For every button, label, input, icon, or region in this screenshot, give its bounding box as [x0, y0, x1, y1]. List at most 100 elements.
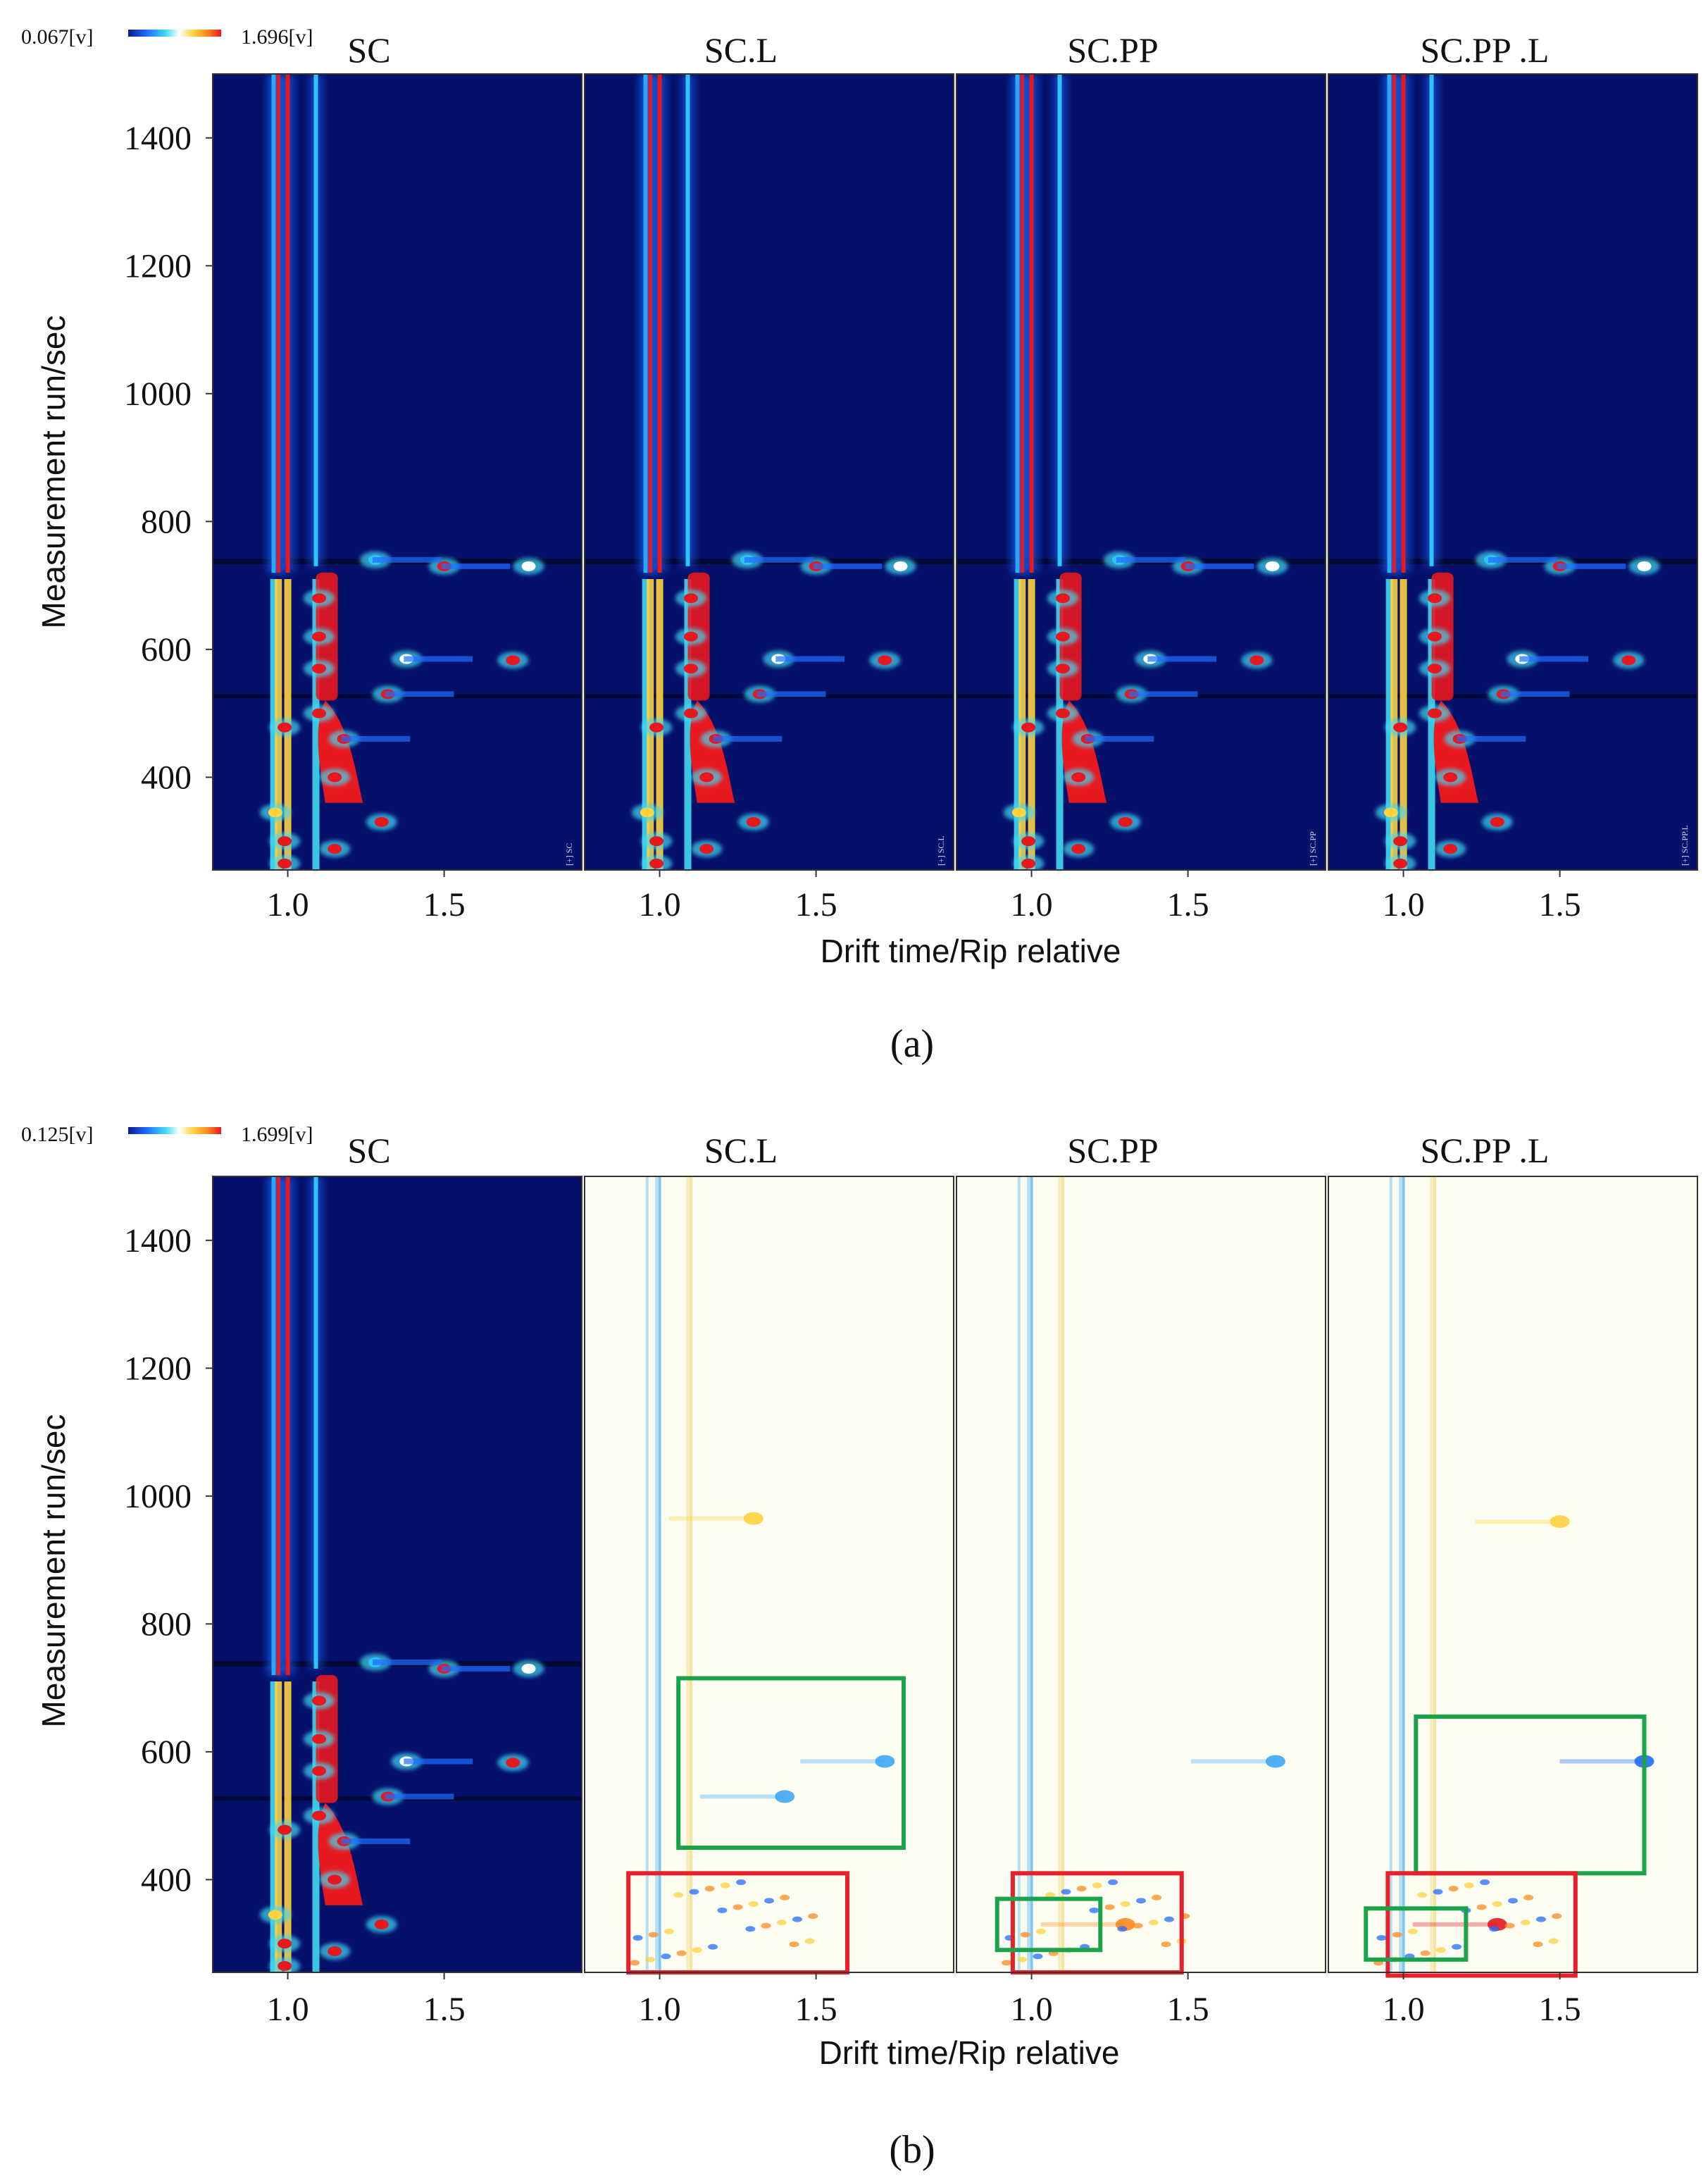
plot-frame: [212, 1176, 582, 1973]
panel-b-caption: (b): [889, 2128, 935, 2172]
difference-speckle: [1464, 1882, 1474, 1889]
subplot-a-sc: [+] SC SC 1.0 1.5: [212, 30, 582, 923]
rip-line-lower: [312, 579, 320, 870]
difference-speckle: [1164, 1916, 1174, 1922]
peak: [683, 631, 698, 642]
y-tick-label: 1200: [124, 1350, 192, 1387]
plot-area: [956, 1176, 1326, 1972]
difference-streak: [1402, 1176, 1405, 1972]
peak: [1490, 816, 1504, 827]
rip-line: [1429, 74, 1434, 566]
peak: [506, 655, 520, 666]
peak: [699, 772, 714, 783]
subplot-title: SC: [347, 1131, 390, 1170]
peak: [1393, 858, 1408, 869]
difference-streak: [1430, 1176, 1433, 1972]
peak: [1383, 807, 1398, 818]
difference-speckle: [1035, 1928, 1046, 1934]
subplot-title: SC.L: [704, 1131, 778, 1170]
difference-speckle: [764, 1898, 774, 1904]
x-tick-label: 1.0: [1383, 1991, 1425, 2028]
peak: [649, 722, 664, 733]
peak: [311, 1810, 326, 1821]
x-tick-label: 1.5: [795, 886, 837, 923]
colorbar-a-min-label: 0.067[v]: [21, 25, 93, 49]
rip-line: [1392, 74, 1397, 573]
peak: [878, 655, 892, 666]
difference-tail: [1040, 1922, 1126, 1927]
peak: [1443, 844, 1458, 854]
peak: [1621, 655, 1636, 666]
peak: [268, 807, 282, 818]
difference-speckle: [745, 1926, 756, 1932]
difference-speckle: [673, 1892, 684, 1898]
x-tick-label: 1.0: [1383, 886, 1425, 923]
peak-tail: [1500, 691, 1570, 697]
difference-speckle: [1533, 1941, 1543, 1948]
difference-speckle: [748, 1901, 759, 1907]
subplot-title: SC.L: [704, 30, 778, 70]
y-tick-label: 600: [141, 1734, 192, 1771]
peak-tail: [341, 735, 411, 742]
difference-streak: [1027, 1176, 1030, 1972]
difference-speckle: [1392, 1932, 1402, 1938]
subplot-title: SC.PP .L: [1421, 30, 1550, 70]
x-tick-label: 1.0: [639, 886, 681, 923]
difference-speckle: [645, 1956, 656, 1963]
peak: [521, 1663, 536, 1674]
difference-speckle: [708, 1943, 718, 1950]
peak: [649, 858, 664, 869]
plot-frame: [212, 73, 582, 871]
peak: [1011, 807, 1026, 818]
peak-tail: [385, 691, 454, 697]
x-tick-label: 1.5: [423, 1991, 466, 2028]
x-tick-label: 1.5: [795, 1991, 837, 2028]
difference-speckle: [1535, 1916, 1546, 1922]
difference-speckle: [808, 1913, 818, 1920]
subplot-title: SC.PP: [1067, 30, 1158, 70]
difference-speckle: [1452, 1943, 1462, 1950]
rip-line: [1057, 74, 1062, 566]
difference-streak: [1433, 1176, 1436, 1972]
colorbar-b: 0.125[v] 1.699[v]: [21, 1123, 313, 1146]
peak-tail: [404, 656, 473, 662]
difference-streak: [689, 1176, 692, 1972]
difference-speckle: [1492, 1901, 1502, 1907]
sample-tag: [+] SC.PP.L: [1680, 825, 1690, 866]
difference-tail: [1475, 1519, 1560, 1524]
peak-tail: [1147, 656, 1217, 662]
subplot-title: SC.PP: [1067, 1131, 1158, 1170]
subplot-b-sc: SC 1.0 1.5: [212, 1131, 582, 2028]
rip-line-lower: [684, 579, 692, 870]
peak: [278, 1960, 292, 1971]
panel-a-ylabel: Measurement run/sec: [35, 316, 72, 629]
annotation-box-green: [995, 1896, 1103, 1953]
difference-streak: [658, 1176, 661, 1972]
difference-speckle: [1552, 1913, 1562, 1920]
peak: [1427, 664, 1442, 674]
panel-b: 0.125[v] 1.699[v] 400 600 800 1000 1200 1400 S…: [21, 1123, 1698, 2172]
difference-speckle: [1376, 1934, 1387, 1941]
difference-speckle: [1161, 1941, 1171, 1948]
y-tick-label: 1400: [124, 120, 192, 157]
peak: [683, 593, 698, 604]
peak: [328, 1874, 342, 1885]
peak-tail: [1128, 691, 1198, 697]
difference-speckle: [1520, 1920, 1531, 1926]
peak: [278, 1824, 292, 1835]
y-tick-label: 1000: [124, 1478, 192, 1515]
peak: [1427, 631, 1442, 642]
peak: [1118, 816, 1133, 827]
y-tick-label: 1000: [124, 375, 192, 413]
peak: [278, 722, 292, 733]
colorbar-b-max-label: 1.699[v]: [241, 1123, 313, 1146]
difference-speckle: [1476, 1904, 1487, 1910]
peak: [1055, 708, 1070, 719]
subplot-title: SC: [347, 30, 390, 70]
peak-tail: [1085, 735, 1154, 742]
peak: [374, 1919, 389, 1929]
peak: [374, 816, 389, 827]
difference-speckle: [1002, 1960, 1012, 1966]
